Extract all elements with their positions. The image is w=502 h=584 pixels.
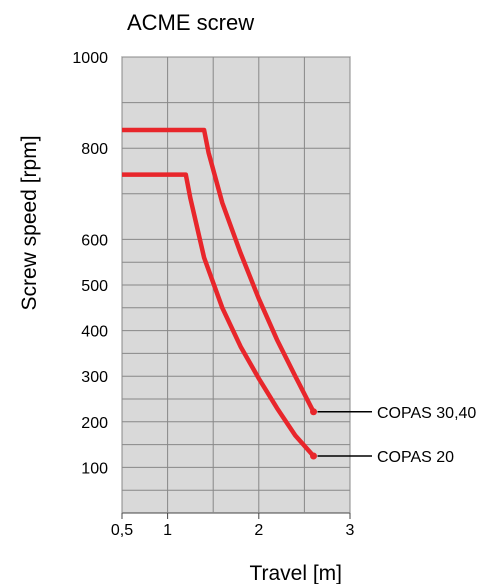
x-tick-label-1: 1	[163, 522, 172, 539]
series-endpoint-0	[310, 408, 318, 416]
x-tick-label-2: 2	[254, 522, 263, 539]
y-tick-label-0: 100	[81, 460, 108, 477]
legend-label-1: COPAS 20	[377, 449, 454, 466]
series-line-1	[122, 172, 316, 458]
y-tick-label-1: 200	[81, 415, 108, 432]
y-tick-label-7: 1000	[72, 50, 108, 67]
legend-label-0: COPAS 30,40	[377, 405, 476, 422]
series-endpoint-1	[310, 452, 318, 460]
y-tick-label-5: 600	[81, 232, 108, 249]
x-tick-label-0: 0,5	[111, 522, 133, 539]
x-tick-label-3: 3	[346, 522, 355, 539]
y-axis-label: Screw speed [rpm]	[18, 135, 41, 310]
y-axis-ticks: 100 200 300 400 500 600 800 1000	[72, 50, 108, 477]
y-tick-label-2: 300	[81, 369, 108, 386]
y-tick-label-6: 800	[81, 141, 108, 158]
x-axis-label: Travel [m]	[249, 562, 342, 584]
y-tick-label-4: 500	[81, 278, 108, 295]
y-tick-label-3: 400	[81, 324, 108, 341]
chart-title: ACME screw	[127, 10, 254, 35]
x-axis-ticks: 0,5 1 2 3	[111, 513, 355, 539]
legend: COPAS 30,40 COPAS 20	[317, 405, 476, 466]
series-line-0	[122, 127, 316, 413]
series-group	[122, 127, 318, 460]
